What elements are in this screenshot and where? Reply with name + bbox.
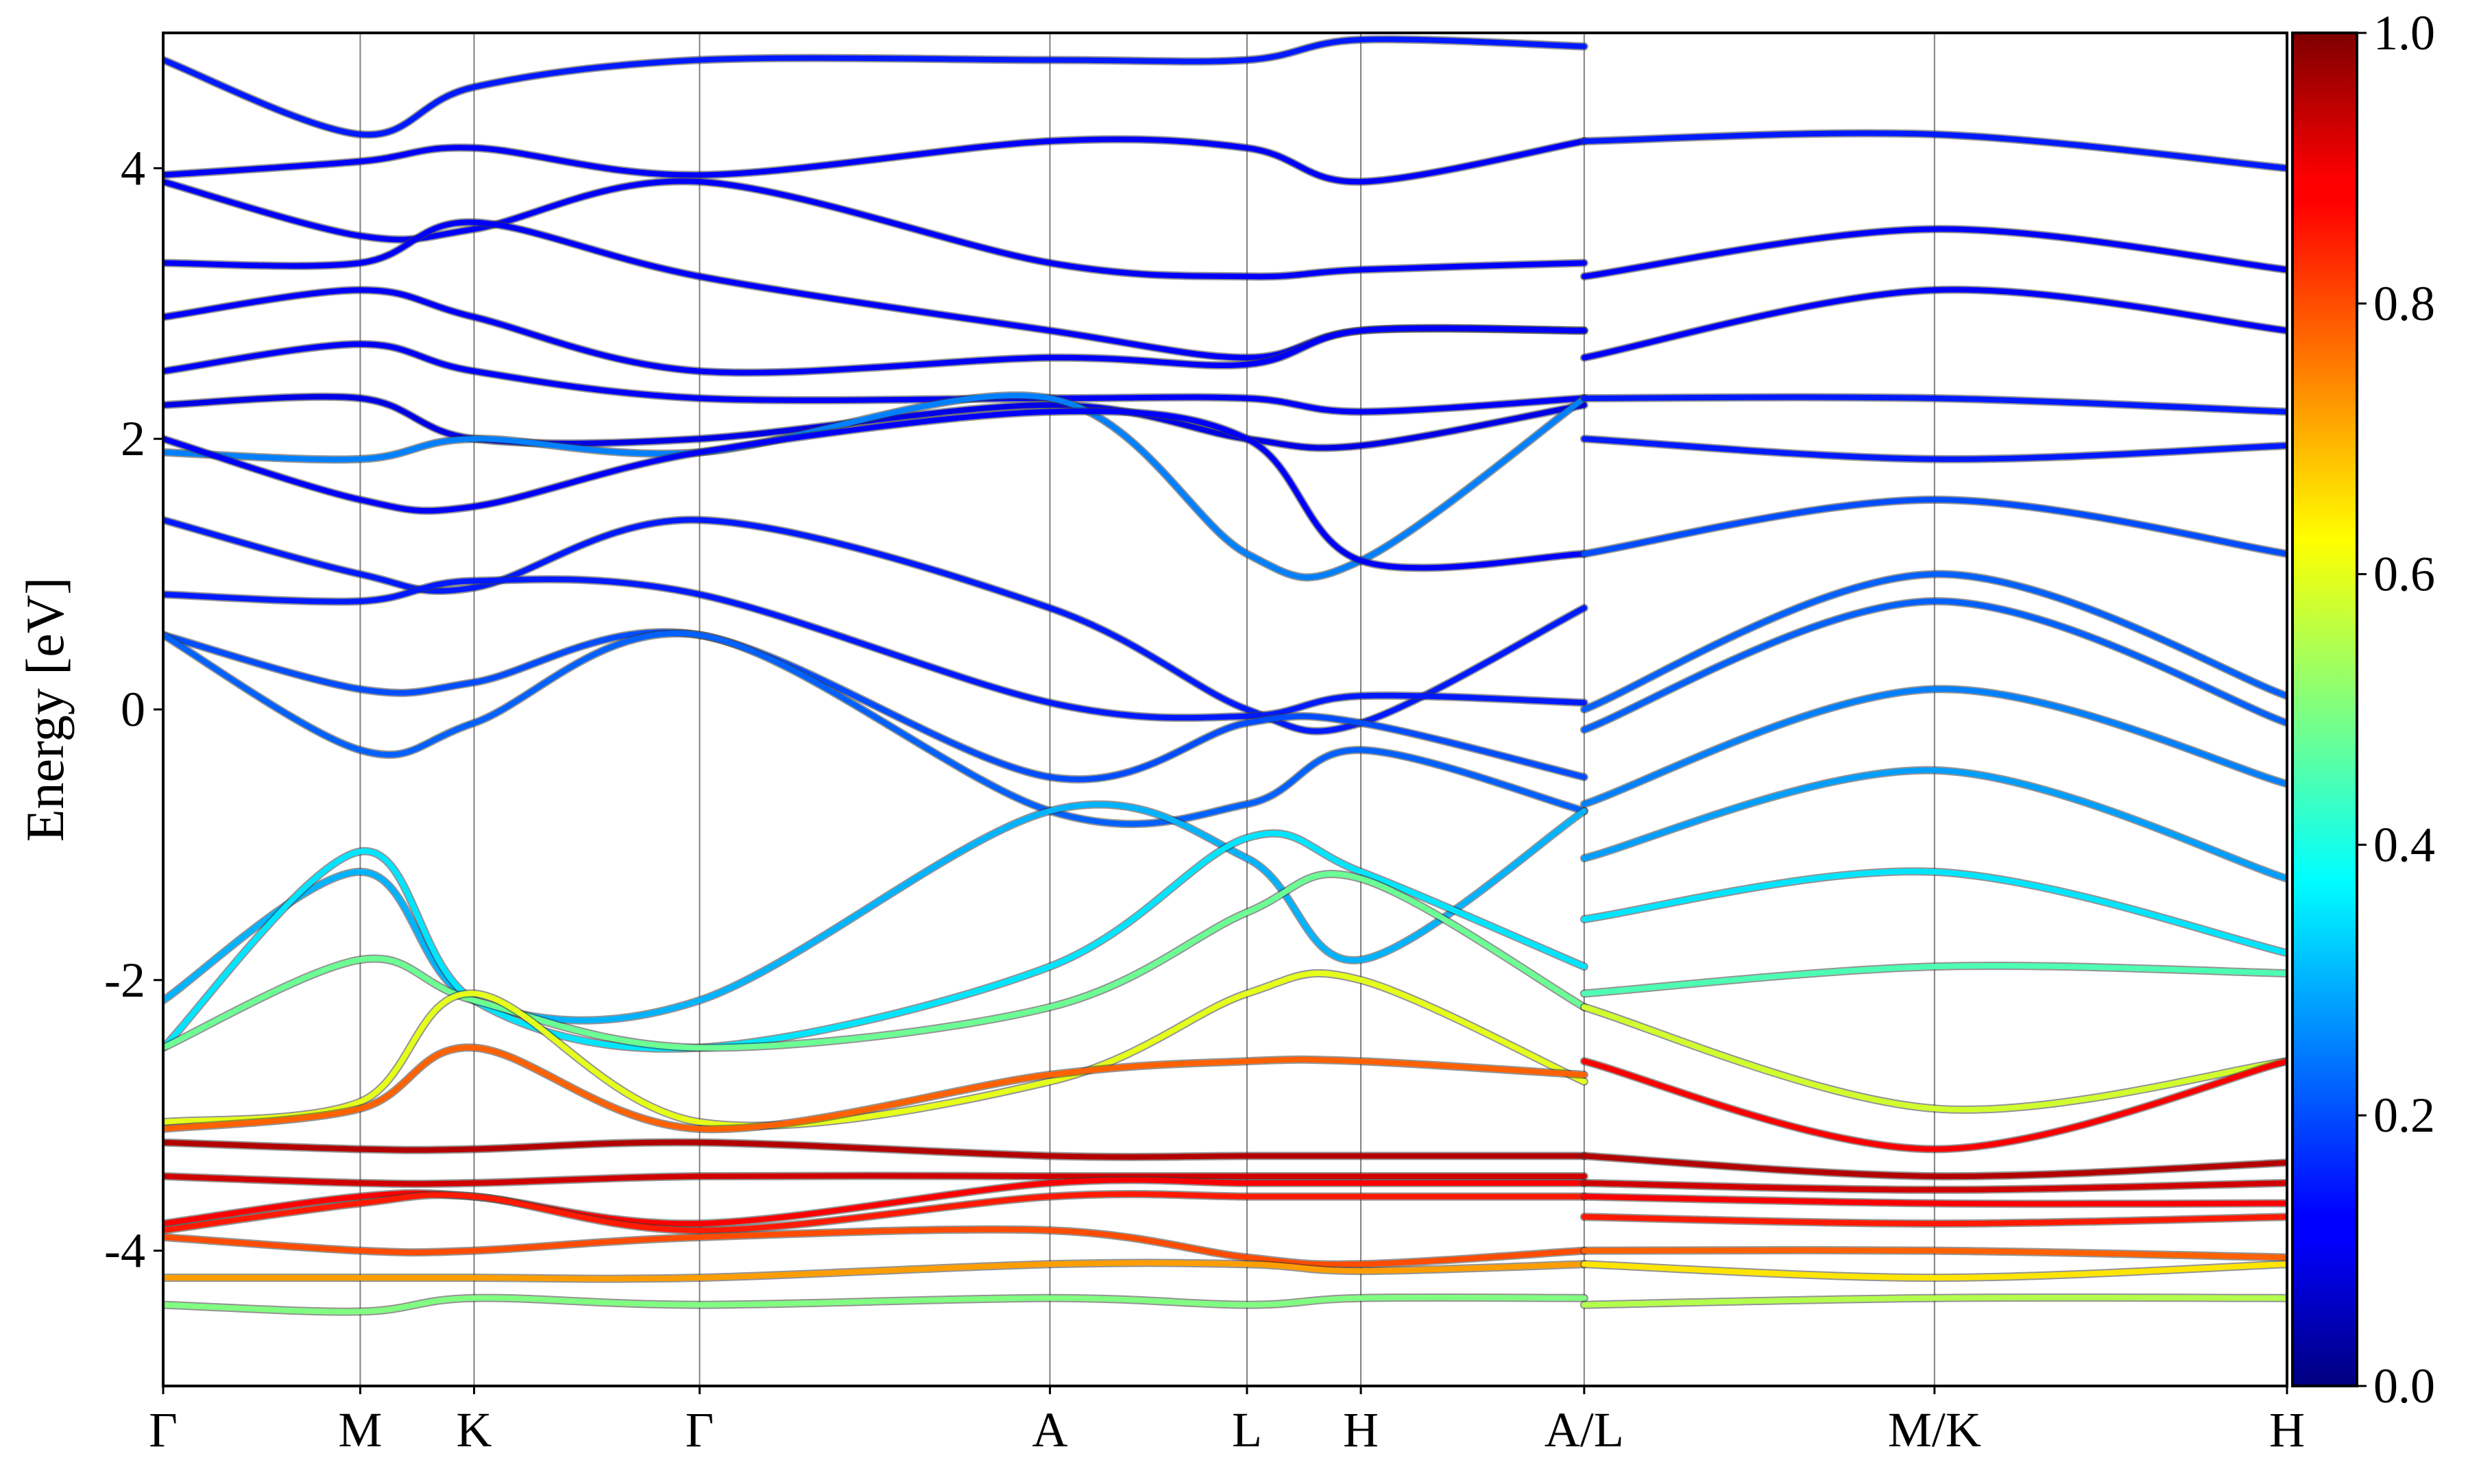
x-tick-label-4: A (1032, 1402, 1067, 1457)
band-41 (1581, 1193, 2287, 1207)
band-2 (163, 178, 1587, 280)
y-tick-label-3: 2 (121, 411, 145, 466)
plot-area (163, 33, 2287, 1386)
bands (163, 35, 2287, 1316)
band-17 (163, 1045, 1587, 1132)
x-tick-label-5: L (1232, 1402, 1262, 1457)
band-8 (163, 408, 1587, 571)
band-22 (163, 1226, 1587, 1267)
band-29 (1581, 436, 2287, 462)
band-16 (163, 971, 1587, 1129)
band-0 (163, 36, 1587, 138)
colorbar-ticks: 0.0 0.2 0.4 0.6 0.8 1.0 (2357, 5, 2435, 1413)
band-35 (1581, 868, 2287, 956)
band-44 (1581, 1261, 2287, 1281)
band-1 (163, 136, 1587, 185)
x-tick-label-6: H (1343, 1402, 1379, 1457)
band-20 (163, 1177, 1587, 1227)
band-43 (1581, 1247, 2287, 1261)
colorbar-tick-label-5: 1.0 (2373, 5, 2435, 60)
band-37 (1581, 1004, 2287, 1112)
band-10 (163, 576, 1587, 721)
band-45 (1581, 1294, 2287, 1308)
band-25 (1581, 130, 2287, 171)
band-40 (1581, 1180, 2287, 1193)
colorbar-tick-label-2: 0.4 (2373, 817, 2435, 872)
x-tick-label-0: Γ (149, 1402, 178, 1457)
band-28 (1581, 394, 2287, 415)
band-32 (1581, 598, 2287, 733)
y-tick-label-0: -4 (104, 1224, 145, 1278)
y-tick-label-2: 0 (121, 682, 145, 737)
x-tick-label-9: H (2269, 1402, 2305, 1457)
band-24 (163, 1294, 1587, 1315)
y-tick-label-4: 4 (121, 141, 145, 195)
band-39 (1581, 1153, 2287, 1180)
band-34 (1581, 767, 2287, 881)
band-42 (1581, 1214, 2287, 1227)
band-13 (163, 801, 1587, 1023)
band-19 (163, 1173, 1587, 1187)
band-18 (163, 1139, 1587, 1160)
y-axis-ticks: -4 -2 0 2 4 (104, 141, 163, 1278)
band-12 (163, 631, 1587, 827)
x-tick-label-1: M (338, 1402, 382, 1457)
band-26 (1581, 226, 2287, 280)
x-tick-label-3: Γ (686, 1402, 714, 1457)
band-15 (163, 871, 1587, 1051)
y-axis-title: Energy [eV] (15, 577, 75, 842)
band-33 (1581, 686, 2287, 807)
x-tick-label-7: A/L (1545, 1402, 1624, 1457)
band-14 (163, 830, 1587, 1051)
band-23 (163, 1260, 1587, 1282)
band-5 (163, 341, 1587, 415)
colorbar (2291, 32, 2358, 1387)
colorbar-tick-label-3: 0.6 (2373, 547, 2435, 602)
x-tick-label-2: K (457, 1402, 492, 1457)
band-9 (163, 517, 1587, 734)
colorbar-tick-label-1: 0.2 (2373, 1088, 2435, 1143)
band-11 (163, 629, 1587, 783)
band-38 (1581, 1058, 2287, 1152)
colorbar-tick-label-0: 0.0 (2373, 1359, 2435, 1413)
band-4 (163, 287, 1587, 376)
band-31 (1581, 571, 2287, 712)
colorbar-tick-label-4: 0.8 (2373, 276, 2435, 331)
band-36 (1581, 962, 2287, 997)
x-axis-ticks: Γ M K Γ A L H A/L M/K H (149, 1386, 2305, 1457)
band-27 (1581, 287, 2287, 361)
high-symmetry-lines (359, 33, 1935, 1386)
band-30 (1581, 497, 2287, 557)
y-tick-label-1: -2 (104, 953, 145, 1008)
band-21 (163, 1191, 1587, 1233)
x-tick-label-8: M/K (1888, 1402, 1981, 1457)
